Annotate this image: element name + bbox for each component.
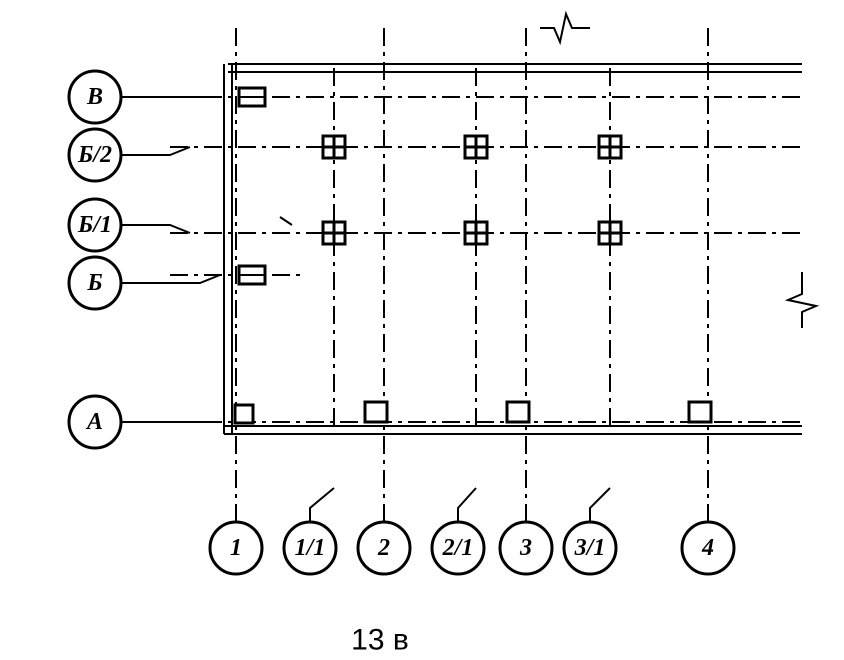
column-bottom	[507, 402, 529, 422]
figure-caption: 13 в	[351, 624, 409, 657]
col-2-1-label: 2/1	[442, 535, 474, 561]
row-B2-label: Б/2	[77, 142, 112, 168]
col-3-1-label: 3/1	[574, 535, 606, 561]
leader-row-B2	[121, 147, 190, 155]
col-3-label: 3	[519, 535, 532, 561]
column-bottom	[689, 402, 711, 422]
col-1-1-label: 1/1	[295, 535, 326, 561]
column-bottom	[235, 405, 253, 423]
leader-col-3-1	[590, 488, 610, 522]
leader-row-B	[121, 275, 220, 283]
col-4-label: 4	[701, 535, 714, 561]
col-2-label: 2	[377, 535, 390, 561]
leader-row-B1	[121, 225, 190, 233]
column-bottom	[365, 402, 387, 422]
col-1-label: 1	[230, 535, 242, 561]
leader-col-1-1	[310, 488, 334, 522]
row-B1-label: Б/1	[77, 212, 112, 238]
break-mark-top	[540, 14, 590, 42]
break-mark-right	[788, 272, 816, 328]
row-B-label: Б	[86, 270, 102, 296]
row-A-label: А	[85, 409, 103, 435]
leader-col-2-1	[458, 488, 476, 522]
row-V-label: В	[86, 84, 103, 110]
